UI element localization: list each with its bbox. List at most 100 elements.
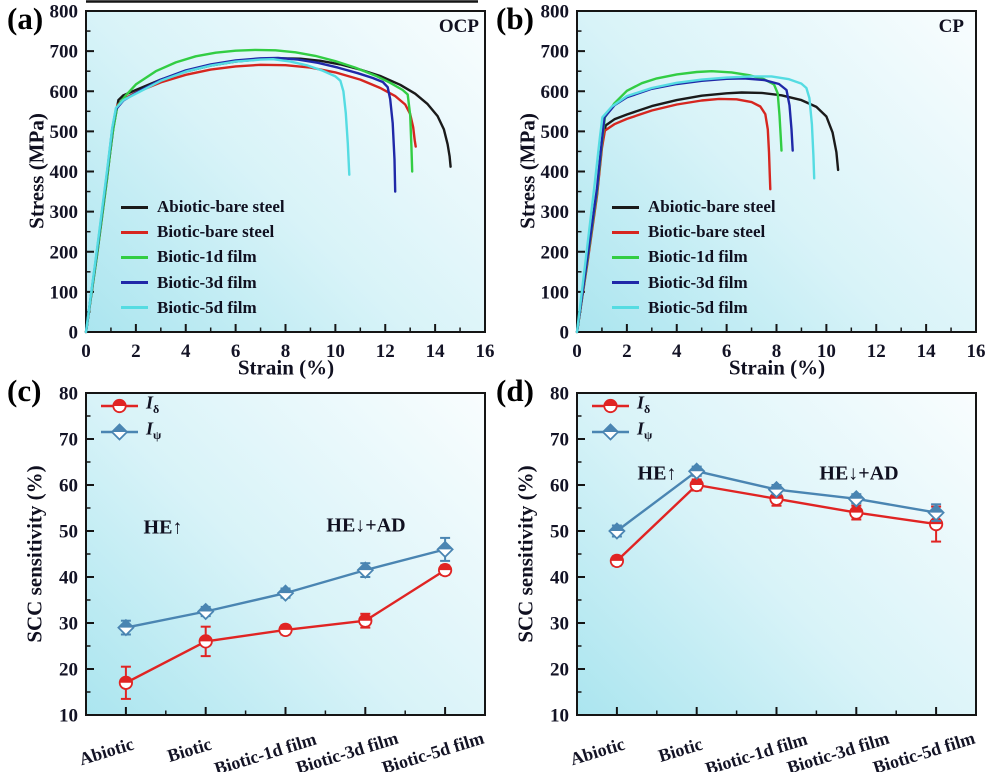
marker-diamond-top-half	[198, 604, 214, 612]
annotation-he-up-d: HE↑	[637, 462, 677, 485]
y-tick-label: 50	[59, 522, 78, 543]
legend-label: Biotic-5d film	[157, 297, 257, 317]
y-tick-label: 30	[550, 614, 569, 635]
y-tick-label: 0	[69, 323, 79, 344]
marker-diamond-top-half	[118, 620, 134, 628]
legend-label-subscript: ψ	[644, 428, 653, 443]
marker-circle-top-half	[119, 676, 133, 683]
y-tick-label: 700	[50, 42, 79, 63]
x-tick-label: 2	[622, 341, 632, 362]
y-tick-label: 20	[59, 660, 78, 681]
x-tick-label: 10	[326, 341, 345, 362]
marker-diamond-top-half	[769, 482, 784, 490]
annotation-he-down-ad-c: HE↓+AD	[326, 514, 406, 537]
condition-label-ocp: OCP	[438, 16, 479, 37]
y-tick-label: 700	[541, 42, 570, 63]
legend-label-base: I	[637, 418, 645, 439]
legend-item-biotic-1d-film: Biotic-1d film	[612, 247, 748, 267]
legend-item-biotic-3d-film: Biotic-3d film	[612, 273, 748, 292]
marker-diamond-top-half	[357, 562, 373, 571]
y-axis-title-b: Stress (MPa)	[515, 113, 540, 229]
y-tick-label: 600	[50, 82, 79, 103]
legend-item-biotic-5d-film: Biotic-5d film	[612, 297, 748, 317]
annotation-he-down-ad-d: HE↓+AD	[819, 462, 899, 485]
panel-label-d: (d)	[496, 373, 534, 408]
plot-area-b	[577, 11, 976, 332]
marker-diamond-top-half	[928, 505, 944, 513]
legend-line-swatch	[121, 281, 148, 285]
y-tick-label: 10	[550, 706, 569, 727]
legend-line-swatch	[612, 255, 639, 259]
legend-line-swatch	[612, 306, 639, 310]
legend-label-subscript: ψ	[153, 428, 162, 443]
y-tick-label: 500	[541, 122, 570, 143]
x-tick-label: 2	[131, 341, 141, 362]
marker-diamond-top-half	[848, 491, 864, 499]
x-tick-label: 16	[967, 341, 986, 362]
legend-line-swatch	[121, 255, 148, 259]
legend-label: Biotic-bare steel	[648, 222, 766, 242]
legend-label-base: I	[146, 392, 154, 413]
legend-label: Biotic-5d film	[648, 297, 748, 317]
legend-label: Biotic-1d film	[648, 247, 748, 267]
panel-label-b: (b)	[496, 1, 534, 36]
plot-area-c	[86, 393, 485, 715]
marker-circle-top-half	[113, 399, 126, 406]
legend-label: Biotic-1d film	[157, 247, 257, 267]
plot-area-d	[577, 393, 976, 715]
legend-label-base: I	[146, 418, 154, 439]
x-category-label: Biotic	[656, 734, 705, 766]
marker-diamond-top-half	[112, 424, 127, 432]
condition-label-cp: CP	[938, 16, 964, 37]
y-tick-label: 30	[59, 614, 78, 635]
x-axis-title-a: Strain (%)	[237, 355, 335, 380]
x-tick-label: 8	[281, 341, 291, 362]
legend-line-swatch	[612, 205, 639, 209]
marker-diamond-top-half	[603, 424, 618, 432]
legend-line-swatch	[612, 230, 639, 234]
curve-biotic-5d-film	[84, 58, 351, 334]
marker-diamond-top-half	[689, 463, 705, 472]
curve-biotic-5d-film	[575, 75, 816, 334]
legend-item-biotic-bare-steel: Biotic-bare steel	[612, 222, 766, 242]
legend-item-biotic-3d-film: Biotic-3d film	[121, 272, 257, 292]
y-tick-label: 40	[59, 568, 78, 589]
y-tick-label: 300	[50, 202, 79, 223]
panel-label-a: (a)	[7, 1, 44, 36]
x-tick-label: 12	[867, 341, 886, 362]
marker-circle-top-half	[279, 623, 292, 630]
marker-circle-top-half	[199, 635, 212, 642]
legend-label-i--: Iδ	[637, 392, 650, 417]
y-axis-title-d: SCC sensitivity (%)	[513, 465, 538, 643]
legend-label: Abiotic-bare steel	[648, 197, 776, 216]
panel-label-c: (c)	[7, 373, 42, 408]
legend-label: Biotic-3d film	[157, 272, 257, 292]
y-tick-label: 200	[50, 242, 79, 263]
legend-label-i--: Iψ	[146, 418, 161, 443]
x-tick-label: 16	[476, 341, 495, 362]
legend-item-biotic-5d-film: Biotic-5d film	[121, 297, 257, 317]
y-axis-title-c: SCC sensitivity (%)	[22, 465, 47, 643]
y-tick-label: 60	[550, 476, 569, 497]
marker-diamond-top-half	[609, 523, 625, 531]
legend-label: Biotic-bare steel	[157, 222, 275, 242]
marker-circle-top-half	[604, 399, 617, 406]
y-axis-title-a: Stress (MPa)	[24, 113, 49, 229]
legend-line-swatch	[121, 230, 148, 234]
x-tick-label: 12	[376, 341, 395, 362]
x-axis-title-b: Strain (%)	[728, 355, 826, 380]
legend-item-biotic-1d-film: Biotic-1d film	[121, 247, 257, 267]
legend-label: Abiotic-bare steel	[157, 197, 285, 216]
x-tick-label: 4	[181, 341, 191, 362]
marker-diamond-top-half	[278, 585, 293, 594]
x-tick-label: 14	[917, 341, 937, 362]
y-tick-label: 40	[550, 568, 569, 589]
y-tick-label: 70	[550, 430, 569, 451]
y-tick-label: 400	[50, 162, 79, 183]
y-tick-label: 10	[59, 706, 78, 727]
x-tick-label: 6	[231, 341, 241, 362]
y-tick-label: 60	[59, 476, 78, 497]
y-tick-label: 800	[50, 2, 79, 23]
